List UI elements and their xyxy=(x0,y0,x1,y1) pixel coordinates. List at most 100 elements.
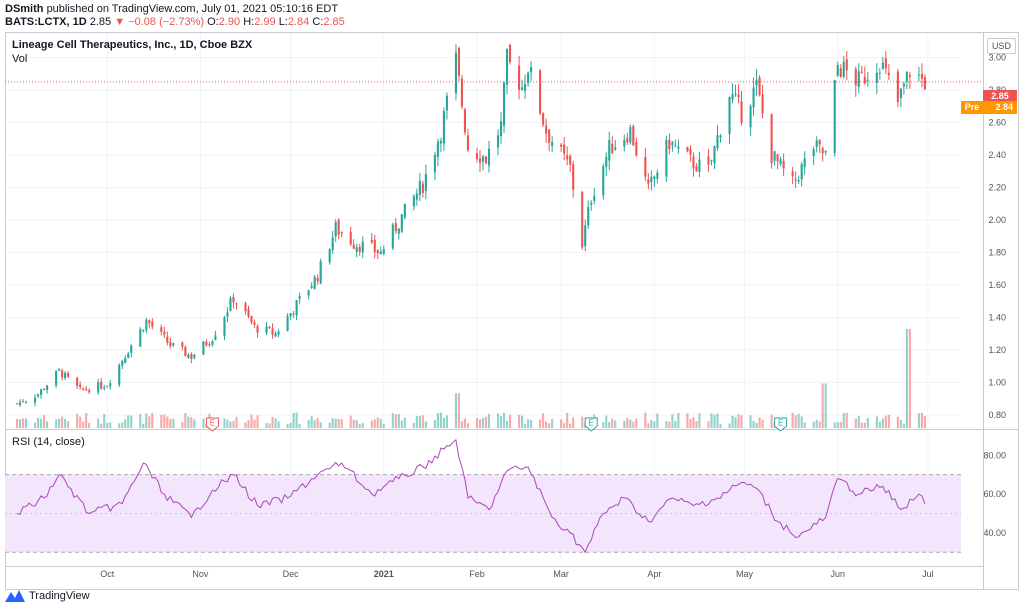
candle-body xyxy=(403,203,406,218)
candle-body xyxy=(566,155,569,160)
volume-bar xyxy=(626,417,629,428)
volume-bar xyxy=(896,416,899,428)
volume-bar xyxy=(794,415,797,428)
volume-bar xyxy=(839,421,842,428)
candle-body xyxy=(34,397,37,403)
volume-bar xyxy=(548,423,551,428)
volume-bar xyxy=(752,421,755,428)
candle-body xyxy=(674,145,677,147)
candle-body xyxy=(608,139,611,161)
candle-body xyxy=(421,183,424,194)
low-label: L: xyxy=(278,16,288,28)
candle-body xyxy=(902,83,905,87)
volume-bar xyxy=(265,423,268,428)
candle-body xyxy=(800,164,803,180)
volume-bar xyxy=(277,421,280,428)
volume-bar xyxy=(614,420,617,428)
candle-body xyxy=(755,79,758,86)
candle-body xyxy=(109,383,112,387)
currency-button[interactable]: USD xyxy=(987,38,1016,54)
volume-bar xyxy=(142,423,145,428)
high-label: H: xyxy=(243,16,255,28)
candle-body xyxy=(815,140,818,148)
tradingview-logo[interactable]: TradingView xyxy=(5,590,90,602)
volume-bar xyxy=(803,422,806,428)
volume-bar xyxy=(160,414,163,428)
candle-body xyxy=(457,48,461,76)
volume-bar xyxy=(707,421,710,428)
candle-body xyxy=(76,377,79,386)
volume-bar xyxy=(15,418,19,428)
volume-bar xyxy=(647,423,650,428)
volume-bar xyxy=(728,423,731,428)
last-price: 2.85 xyxy=(89,16,112,28)
candle-body xyxy=(791,171,794,176)
candle-body xyxy=(256,326,259,333)
volume-bar xyxy=(250,414,253,428)
volume-bar xyxy=(692,417,695,428)
candle-body xyxy=(163,331,166,335)
candle-body xyxy=(611,143,614,154)
candle-body xyxy=(370,239,373,243)
candle-body xyxy=(169,341,172,347)
candle-body xyxy=(85,388,88,391)
candle-body xyxy=(779,159,782,165)
volume-bar xyxy=(169,418,172,428)
price-tick-label: 2.40 xyxy=(988,150,1006,160)
candle-body xyxy=(349,231,352,245)
candle-body xyxy=(518,65,521,91)
volume-bar xyxy=(475,418,479,428)
symbol: BATS:LCTX, 1D xyxy=(5,16,87,28)
candle-body xyxy=(433,154,436,173)
candle-body xyxy=(340,232,343,234)
candle-body xyxy=(232,297,235,303)
volume-bar xyxy=(863,422,866,428)
volume-bar xyxy=(875,416,878,428)
volume-bar xyxy=(860,422,863,428)
price-tick-label: 1.60 xyxy=(988,280,1006,290)
candle-body xyxy=(208,344,211,346)
volume-bar xyxy=(415,416,418,428)
volume-bar xyxy=(46,421,49,428)
candle-body xyxy=(569,156,572,165)
candle-body xyxy=(268,327,271,329)
brand-name: TradingView xyxy=(29,590,90,602)
down-arrow-icon: ▼ xyxy=(114,16,126,28)
price-tick-label: 2.20 xyxy=(988,183,1006,193)
rsi-band xyxy=(5,474,961,553)
volume-bar xyxy=(758,417,761,428)
volume-bar xyxy=(881,418,884,428)
candle-body xyxy=(313,276,316,289)
volume-bar xyxy=(854,418,857,428)
volume-bar xyxy=(235,416,238,428)
candle-body xyxy=(316,277,319,282)
volume-bar xyxy=(695,421,698,428)
candle-body xyxy=(602,166,605,196)
candle-body xyxy=(863,76,866,84)
volume-bar xyxy=(268,423,271,428)
volume-bar xyxy=(184,412,187,428)
candle-body xyxy=(887,72,890,76)
candle-body xyxy=(605,156,608,167)
candle-body xyxy=(668,139,671,150)
candle-body xyxy=(253,322,256,325)
candle-body xyxy=(545,125,548,134)
author-name[interactable]: DSmith xyxy=(5,3,44,15)
close-label: C: xyxy=(312,16,324,28)
volume-bar xyxy=(545,421,548,428)
candle-body xyxy=(415,193,418,200)
candle-body xyxy=(130,345,133,353)
volume-bar xyxy=(229,421,232,428)
volume-bar xyxy=(274,418,277,428)
volume-bar xyxy=(797,413,800,428)
premarket-tag: Pre 2.84 xyxy=(961,101,1017,114)
volume-bar xyxy=(310,416,313,428)
volume-bar xyxy=(379,418,382,428)
volume-bar xyxy=(463,418,467,428)
candle-body xyxy=(677,146,680,149)
earnings-icon xyxy=(584,417,598,432)
price-tick-label: 1.80 xyxy=(988,248,1006,258)
rsi-tick-label: 40.00 xyxy=(983,528,1006,538)
candle-body xyxy=(244,303,247,312)
